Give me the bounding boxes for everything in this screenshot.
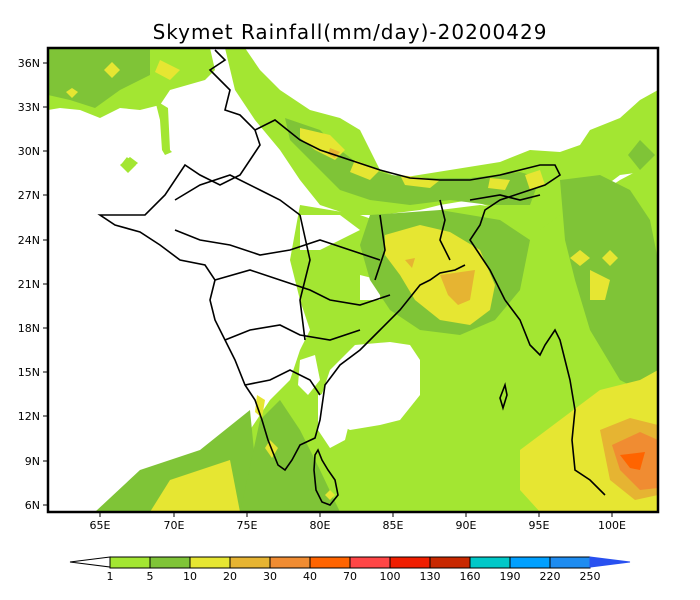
svg-text:80E: 80E (310, 519, 331, 532)
x-tick-65E: 65E (90, 512, 111, 532)
y-tick-9N: 9N (25, 455, 48, 468)
colorbar: 1 5 10 20 30 40 70 100 130 160 190 220 2… (69, 556, 631, 583)
svg-text:30N: 30N (18, 145, 40, 158)
y-tick-21N: 21N (18, 278, 48, 291)
y-tick-30N: 30N (18, 145, 48, 158)
colorbar-over-triangle (589, 556, 631, 568)
colorbar-label: 5 (147, 570, 154, 583)
y-tick-12N: 12N (18, 410, 48, 423)
colorbar-swatch-5-10 (149, 556, 191, 569)
y-tick-18N: 18N (18, 322, 48, 335)
colorbar-label: 190 (500, 570, 521, 583)
svg-text:36N: 36N (18, 57, 40, 70)
colorbar-swatch-70-100 (349, 556, 391, 569)
svg-text:21N: 21N (18, 278, 40, 291)
boundary-lines (97, 49, 606, 506)
svg-text:33N: 33N (18, 101, 40, 114)
colorbar-label: 10 (183, 570, 197, 583)
svg-text:9N: 9N (25, 455, 40, 468)
colorbar-label: 220 (540, 570, 561, 583)
colorbar-label: 30 (263, 570, 277, 583)
svg-text:18N: 18N (18, 322, 40, 335)
colorbar-under-triangle (69, 556, 111, 568)
x-tick-95E: 95E (529, 512, 550, 532)
x-tick-85E: 85E (383, 512, 404, 532)
colorbar-swatch-130-160 (429, 556, 471, 569)
colorbar-label: 70 (343, 570, 357, 583)
y-tick-24N: 24N (18, 234, 48, 247)
colorbar-swatch-10-20 (189, 556, 231, 569)
svg-text:70E: 70E (164, 519, 185, 532)
y-tick-15N: 15N (18, 366, 48, 379)
rainfall-contours (48, 48, 658, 512)
colorbar-swatch-20-30 (229, 556, 271, 569)
colorbar-swatch-40-70 (309, 556, 351, 569)
x-tick-100E: 100E (598, 512, 626, 532)
svg-text:12N: 12N (18, 410, 40, 423)
y-tick-36N: 36N (18, 57, 48, 70)
svg-text:85E: 85E (383, 519, 404, 532)
colorbar-swatch-160-190 (469, 556, 511, 569)
y-tick-33N: 33N (18, 101, 48, 114)
x-tick-80E: 80E (310, 512, 331, 532)
colorbar-label: 40 (303, 570, 317, 583)
y-tick-27N: 27N (18, 189, 48, 202)
colorbar-swatch-30-40 (269, 556, 311, 569)
colorbar-swatch-190-220 (509, 556, 551, 569)
svg-text:65E: 65E (90, 519, 111, 532)
svg-text:100E: 100E (598, 519, 626, 532)
svg-text:90E: 90E (456, 519, 477, 532)
svg-text:24N: 24N (18, 234, 40, 247)
svg-text:6N: 6N (25, 499, 40, 512)
x-tick-75E: 75E (237, 512, 258, 532)
colorbar-swatch-100-130 (389, 556, 431, 569)
colorbar-label: 100 (380, 570, 401, 583)
colorbar-label: 250 (580, 570, 601, 583)
svg-text:15N: 15N (18, 366, 40, 379)
svg-text:27N: 27N (18, 189, 40, 202)
plot-frame (46, 46, 660, 514)
svg-text:95E: 95E (529, 519, 550, 532)
x-tick-90E: 90E (456, 512, 477, 532)
map-title: Skymet Rainfall(mm/day)-20200429 (152, 20, 548, 44)
colorbar-label: 160 (460, 570, 481, 583)
y-axis: 36N 33N 30N 27N 24N 21N 18N 15N 12N 9N 6… (18, 57, 48, 512)
colorbar-label: 1 (107, 570, 114, 583)
colorbar-swatch-220-250 (549, 556, 591, 569)
colorbar-label: 20 (223, 570, 237, 583)
svg-text:75E: 75E (237, 519, 258, 532)
x-tick-70E: 70E (164, 512, 185, 532)
x-axis: 65E 70E 75E 80E 85E 90E 95E 100E (90, 512, 626, 532)
colorbar-swatch-1-5 (109, 556, 151, 569)
colorbar-label: 130 (420, 570, 441, 583)
y-tick-6N: 6N (25, 499, 48, 512)
